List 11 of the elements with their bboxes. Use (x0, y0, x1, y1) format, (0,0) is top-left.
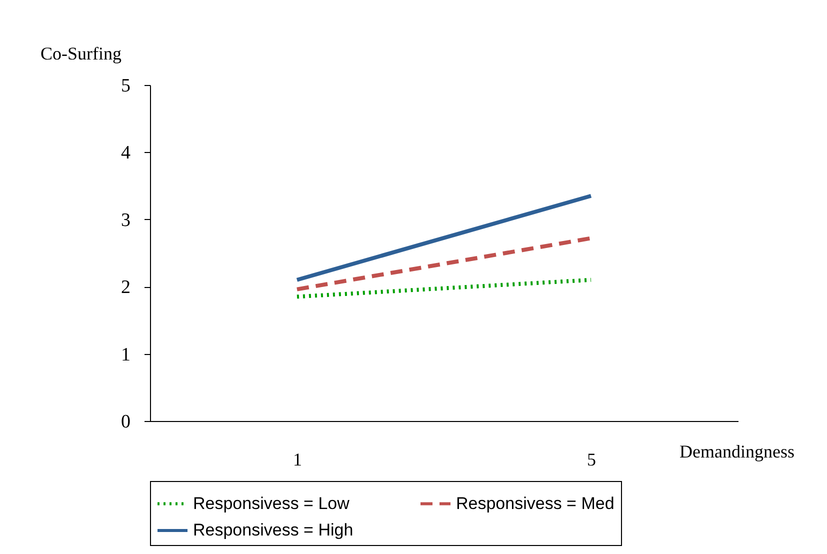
y-axis-title: Co-Surfing (40, 44, 122, 64)
y-tick-label: 3 (121, 210, 130, 231)
y-tick-label: 5 (121, 76, 130, 96)
x-axis-title: Demandingness (680, 442, 794, 462)
legend-label: Responsivess = Low (193, 494, 350, 513)
y-tick-label: 1 (121, 344, 130, 366)
y-tick-label: 4 (121, 142, 131, 164)
legend-label: Responsivess = Med (456, 494, 614, 513)
legend-label: Responsivess = High (193, 520, 354, 540)
y-tick-label: 2 (121, 277, 130, 298)
y-tick-label: 0 (121, 412, 130, 432)
